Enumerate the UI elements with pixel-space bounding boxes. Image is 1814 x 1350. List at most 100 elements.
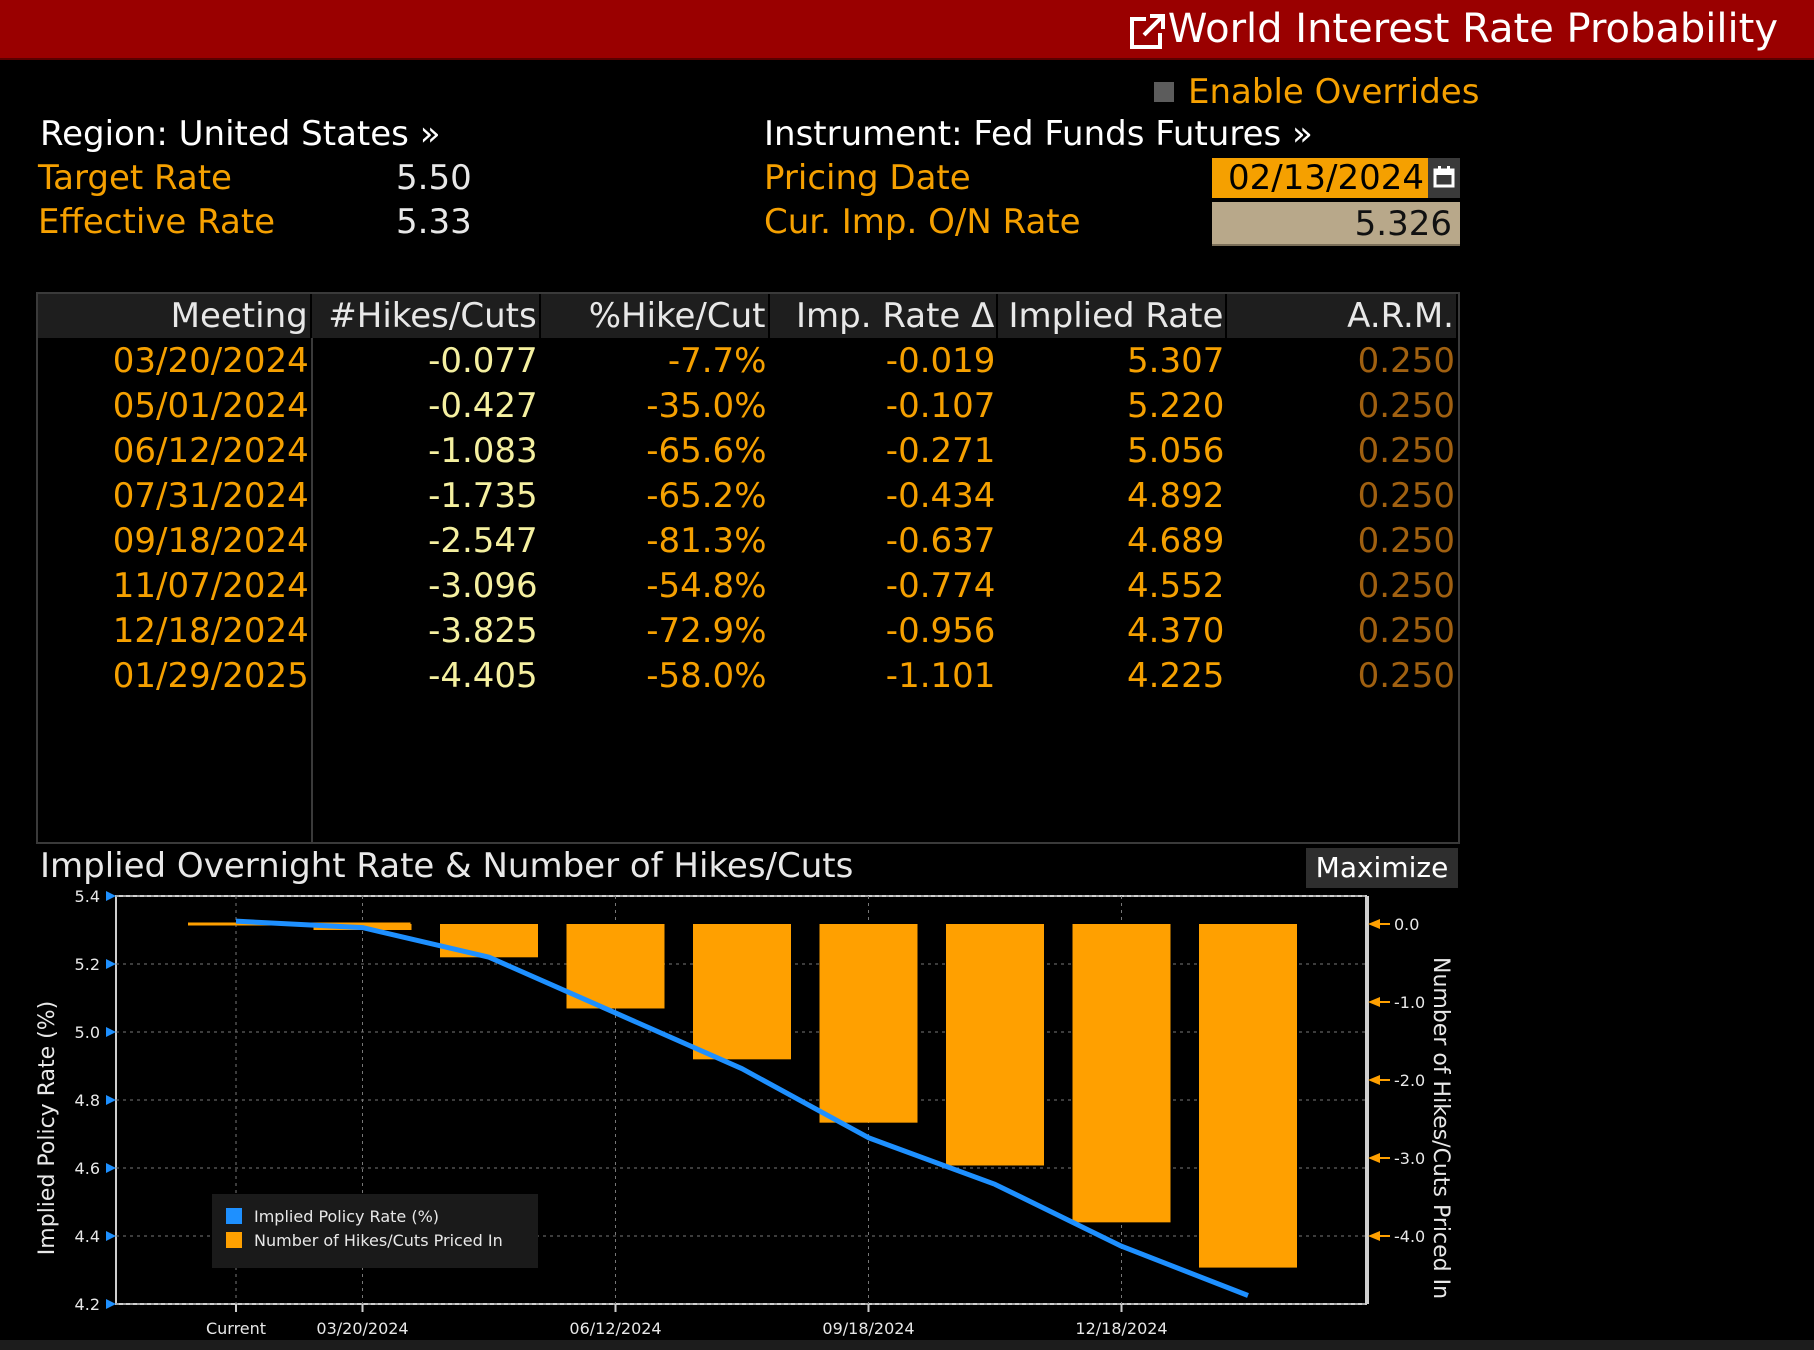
bar-hikes-cuts [819,924,918,1123]
y2-tick-label: -1.0 [1394,993,1425,1012]
y-tick-marker [106,1095,116,1105]
hikes-cuts: -4.405 [428,655,538,696]
popout-icon[interactable] [1128,11,1168,51]
rate-chart: 5.4 5.2 5.0 4.8 4.6 4.4 4.2 Current 03/20/2024 06… [35,887,1453,1338]
pct-hike-cut: -35.0% [646,385,767,426]
y2-tick-marker [1368,1075,1380,1085]
y-tick-label: 5.0 [75,1023,100,1042]
implied-rate: 4.225 [1127,655,1225,696]
imp-rate-delta: -1.101 [885,655,996,696]
col-header-arm[interactable]: A.R.M. [1226,294,1458,338]
table-row[interactable]: 09/18/2024 -2.547 -81.3% -0.637 4.689 0.250 [38,518,1457,563]
chart-title: Implied Overnight Rate & Number of Hikes… [40,846,854,886]
x-tick-label: 09/18/2024 [822,1319,914,1338]
y2-tick-label: -4.0 [1394,1227,1425,1246]
implied-rate: 5.220 [1127,385,1225,426]
implied-rate: 4.892 [1127,475,1225,516]
imp-rate-delta: -0.019 [885,340,996,381]
bottom-bar [0,1340,1814,1350]
meeting-date: 07/31/2024 [112,475,309,516]
meeting-date: 12/18/2024 [112,610,309,651]
bar-hikes-cuts [1072,924,1171,1223]
meeting-date: 01/29/2025 [112,655,309,696]
table-row[interactable]: 03/20/2024 -0.077 -7.7% -0.019 5.307 0.250 [38,338,1457,383]
y2-tick-marker [1368,919,1380,929]
y2-tick-label: 0.0 [1394,915,1419,934]
window-title: World Interest Rate Probability [1167,6,1778,52]
x-tick-label: 03/20/2024 [316,1319,408,1338]
implied-rate: 4.370 [1127,610,1225,651]
cur-imp-rate-label: Cur. Imp. O/N Rate [764,202,1081,242]
pct-hike-cut: -72.9% [646,610,767,651]
arm: 0.250 [1357,520,1455,561]
y2-tick-marker [1368,1153,1380,1163]
imp-rate-delta: -0.271 [885,430,996,471]
y-tick-label: 4.6 [75,1159,100,1178]
y-tick-marker [106,959,116,969]
y-tick-marker [106,1231,116,1241]
table-row[interactable]: 05/01/2024 -0.427 -35.0% -0.107 5.220 0.250 [38,383,1457,428]
imp-rate-delta: -0.956 [885,610,996,651]
col-header-meeting[interactable]: Meeting [38,294,312,338]
imp-rate-delta: -0.774 [885,565,996,606]
legend-label-bars: Number of Hikes/Cuts Priced In [254,1231,503,1250]
meeting-date: 05/01/2024 [112,385,309,426]
table-row[interactable]: 06/12/2024 -1.083 -65.6% -0.271 5.056 0.250 [38,428,1457,473]
window-titlebar: World Interest Rate Probability [0,0,1814,60]
arm: 0.250 [1357,475,1455,516]
bar-hikes-cuts [693,924,791,1060]
enable-overrides-checkbox[interactable] [1154,82,1174,102]
col-header-hikes-cuts[interactable]: #Hikes/Cuts [310,294,541,338]
meeting-date: 09/18/2024 [112,520,309,561]
maximize-button[interactable]: Maximize [1306,848,1458,888]
pct-hike-cut: -7.7% [667,340,767,381]
legend-box [212,1194,538,1268]
y-tick-marker [106,1299,116,1309]
pct-hike-cut: -65.2% [646,475,767,516]
enable-overrides-toggle[interactable]: Enable Overrides [1154,72,1479,112]
y-tick-marker [106,1027,116,1037]
hikes-cuts: -0.077 [428,340,538,381]
meeting-table: Meeting #Hikes/Cuts %Hike/Cut Imp. Rate … [36,292,1460,844]
hikes-cuts: -3.096 [428,565,538,606]
pricing-date-label: Pricing Date [764,158,971,198]
pct-hike-cut: -54.8% [646,565,767,606]
meeting-date: 06/12/2024 [112,430,309,471]
meeting-date: 11/07/2024 [112,565,309,606]
implied-rate: 5.307 [1127,340,1225,381]
region-selector[interactable]: Region: United States » [40,114,441,154]
hikes-cuts: -1.735 [428,475,538,516]
hikes-cuts: -2.547 [428,520,538,561]
y2-tick-label: -3.0 [1394,1149,1425,1168]
col-header-imp-rate-delta[interactable]: Imp. Rate Δ [768,294,999,338]
effective-rate-label: Effective Rate [38,202,276,242]
x-tick-label: 12/18/2024 [1075,1319,1167,1338]
implied-rate: 4.552 [1127,565,1225,606]
y-tick-label: 5.2 [75,955,100,974]
col-header-implied-rate[interactable]: Implied Rate [997,294,1228,338]
bar-hikes-cuts [440,924,538,958]
arm: 0.250 [1357,385,1455,426]
x-tick-label: 06/12/2024 [569,1319,661,1338]
legend-label-line: Implied Policy Rate (%) [254,1207,439,1226]
pricing-date-input[interactable]: 02/13/2024 [1212,158,1428,198]
calendar-icon[interactable] [1428,158,1460,198]
table-row[interactable]: 11/07/2024 -3.096 -54.8% -0.774 4.552 0.250 [38,563,1457,608]
col-header-pct-hike-cut[interactable]: %Hike/Cut [539,294,770,338]
arm: 0.250 [1357,430,1455,471]
imp-rate-delta: -0.637 [885,520,996,561]
table-header-row: Meeting #Hikes/Cuts %Hike/Cut Imp. Rate … [38,294,1458,338]
instrument-selector[interactable]: Instrument: Fed Funds Futures » [764,114,1313,154]
line-implied-rate [235,918,1249,1298]
table-row[interactable]: 01/29/2025 -4.405 -58.0% -1.101 4.225 0.250 [38,653,1457,698]
y-tick-label: 5.4 [75,887,100,906]
implied-rate: 5.056 [1127,430,1225,471]
implied-rate: 4.689 [1127,520,1225,561]
y2-tick-marker [1368,997,1380,1007]
y-tick-label: 4.4 [75,1227,100,1246]
imp-rate-delta: -0.434 [885,475,996,516]
x-tick-label: Current [206,1319,266,1338]
table-row[interactable]: 07/31/2024 -1.735 -65.2% -0.434 4.892 0.250 [38,473,1457,518]
y-tick-label: 4.8 [75,1091,100,1110]
table-row[interactable]: 12/18/2024 -3.825 -72.9% -0.956 4.370 0.250 [38,608,1457,653]
